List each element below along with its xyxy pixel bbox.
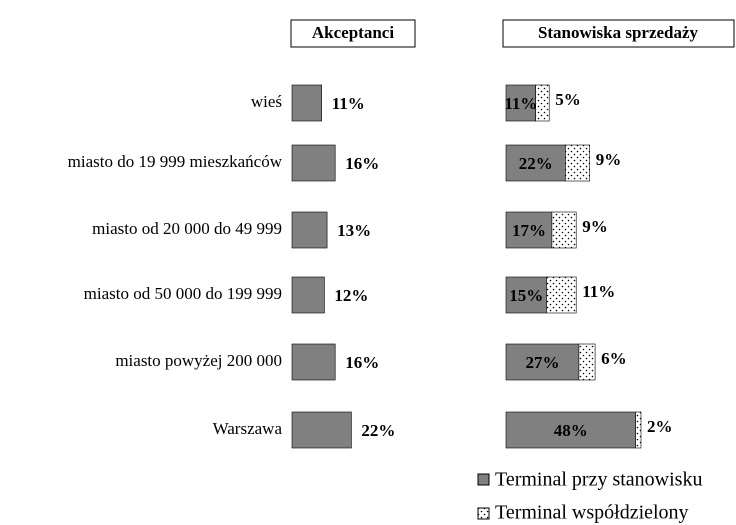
value-label: 11% <box>582 282 615 301</box>
category-label: wieś <box>251 92 282 111</box>
legend-label: Terminal współdzielony <box>495 502 689 524</box>
bar-segment <box>565 144 591 182</box>
bar-segment <box>505 343 580 381</box>
bar-segment <box>505 276 547 314</box>
value-label: 11% <box>332 94 365 113</box>
value-label: 27% <box>525 353 559 372</box>
panel-title-box <box>290 19 416 48</box>
bar <box>291 144 336 182</box>
category-label: miasto od 20 000 do 49 999 <box>92 219 282 238</box>
bar <box>291 411 352 449</box>
bar-segment <box>535 84 550 122</box>
panel-title: Akceptanci <box>312 23 394 42</box>
legend-swatch <box>477 473 490 486</box>
bar-segment <box>635 411 642 449</box>
bar-segment <box>505 84 537 122</box>
value-label: 9% <box>582 217 608 236</box>
panel-title-box <box>502 19 735 48</box>
category-label: Warszawa <box>213 419 283 438</box>
value-label: 16% <box>345 154 379 173</box>
value-label: 13% <box>337 221 371 240</box>
value-label: 17% <box>512 221 546 240</box>
bar-segment <box>551 211 577 249</box>
bar-segment <box>505 211 553 249</box>
bar <box>291 276 325 314</box>
panel-title: Stanowiska sprzedaży <box>538 23 699 42</box>
bar-segment <box>505 411 636 449</box>
value-label: 11% <box>504 94 537 113</box>
legend-swatch <box>477 507 490 520</box>
value-label: 9% <box>596 150 622 169</box>
value-label: 12% <box>334 286 368 305</box>
bar-segment <box>546 276 577 314</box>
bar-segment <box>505 144 566 182</box>
category-label: miasto powyżej 200 000 <box>115 351 282 370</box>
category-label: miasto do 19 999 mieszkańców <box>68 152 283 171</box>
value-label: 2% <box>647 417 673 436</box>
value-label: 16% <box>345 353 379 372</box>
bar-segment <box>578 343 596 381</box>
bar <box>291 211 328 249</box>
category-label: miasto od 50 000 do 199 999 <box>84 284 282 303</box>
bar <box>291 343 336 381</box>
value-label: 48% <box>554 421 588 440</box>
value-label: 22% <box>361 421 395 440</box>
value-label: 22% <box>519 154 553 173</box>
legend-label: Terminal przy stanowisku <box>495 469 702 491</box>
value-label: 6% <box>601 349 627 368</box>
bar <box>291 84 323 122</box>
value-label: 15% <box>509 286 543 305</box>
value-label: 5% <box>555 90 581 109</box>
